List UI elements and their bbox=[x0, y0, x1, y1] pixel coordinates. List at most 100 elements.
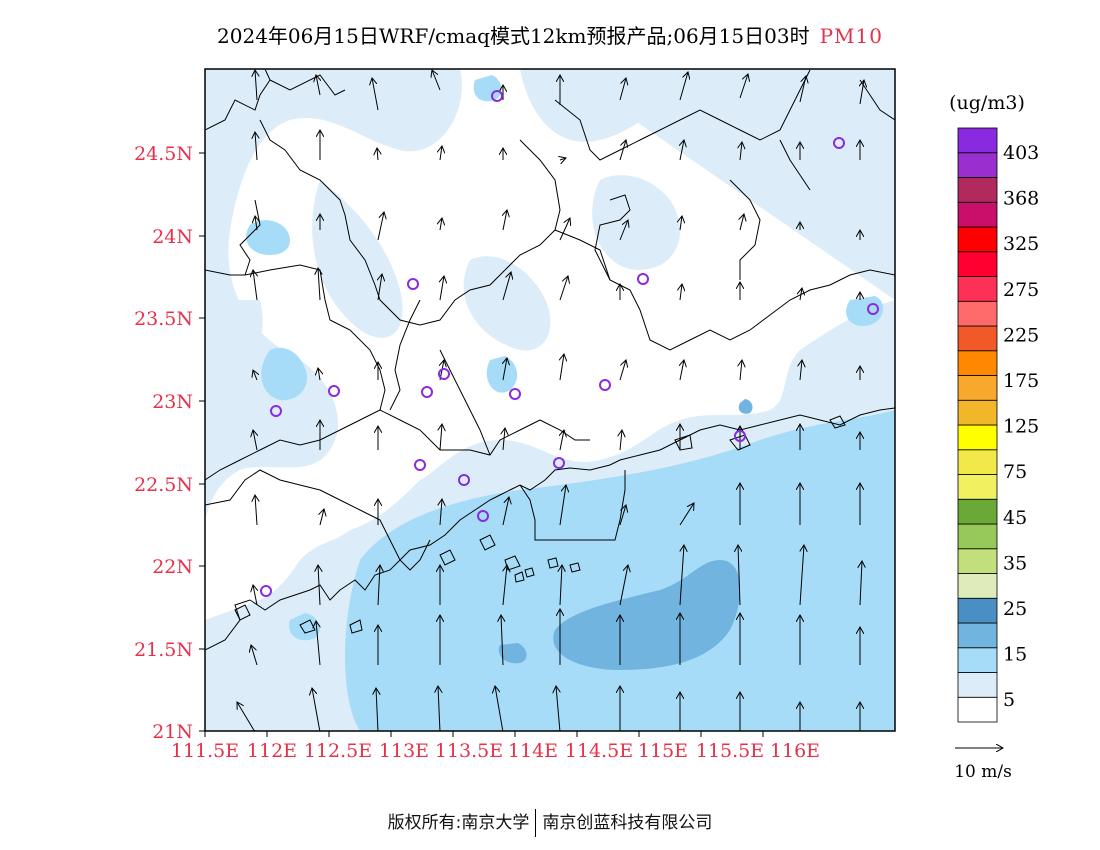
wind-arrow bbox=[619, 505, 626, 526]
legend-swatch bbox=[957, 548, 998, 574]
wind-arrow bbox=[316, 621, 320, 666]
wind-arrow bbox=[679, 545, 684, 606]
wind-arrow bbox=[502, 497, 509, 526]
wind-arrow bbox=[237, 702, 255, 731]
legend-swatch bbox=[957, 127, 998, 154]
lon-tick-label: 111.5E bbox=[171, 740, 239, 762]
wind-arrow bbox=[740, 214, 744, 231]
station-marker bbox=[414, 459, 426, 471]
wind-arrow bbox=[619, 565, 628, 606]
legend-swatch bbox=[957, 226, 998, 253]
map-title: 2024年06月15日WRF/cmaq模式12km预报产品;06月15日03时 P… bbox=[0, 20, 1100, 49]
wind-arrow bbox=[372, 78, 379, 111]
concentration-field bbox=[205, 69, 895, 731]
station-marker bbox=[260, 585, 272, 597]
lon-tick-label: 113E bbox=[379, 740, 429, 762]
wind-arrow bbox=[378, 565, 380, 606]
legend-unit: (ug/m3) bbox=[949, 92, 1025, 114]
wind-arrow bbox=[739, 74, 748, 99]
wind-arrow bbox=[680, 360, 684, 381]
copyright-footer: 版权所有:南京大学 南京创蓝科技有限公司 bbox=[0, 808, 1100, 837]
lon-tick-label: 115.5E bbox=[696, 740, 764, 762]
wind-arrow bbox=[619, 360, 626, 381]
wind-arrow bbox=[799, 76, 806, 103]
station-marker bbox=[637, 273, 649, 285]
wind-arrow bbox=[560, 430, 564, 451]
wind-arrow bbox=[619, 78, 626, 101]
lon-tick-label: 113.5E bbox=[435, 740, 503, 762]
station-marker bbox=[491, 90, 503, 102]
wind-arrow bbox=[320, 509, 324, 526]
legend-label: 275 bbox=[1003, 279, 1039, 301]
legend-label: 35 bbox=[1003, 552, 1027, 574]
legend-swatch bbox=[957, 474, 998, 500]
legend-swatch bbox=[957, 375, 998, 401]
wind-arrow bbox=[680, 284, 682, 301]
lat-tick-label: 24N bbox=[152, 226, 193, 248]
legend-label: 75 bbox=[1003, 461, 1027, 483]
lon-tick-label: 114E bbox=[508, 740, 558, 762]
wind-arrow bbox=[318, 565, 320, 606]
wind-arrow bbox=[740, 360, 742, 381]
wind-arrow bbox=[377, 148, 378, 161]
legend-swatch bbox=[957, 498, 998, 525]
wind-arrow bbox=[619, 220, 628, 241]
legend-label: 45 bbox=[1003, 507, 1027, 529]
longitude-axis: 111.5E 112E 112.5E 113E 113.5E 114E 114.5E 115E… bbox=[171, 731, 820, 762]
title-main: 2024年06月15日WRF/cmaq模式12km预报产品;06月15日03时 bbox=[217, 24, 810, 48]
wind-arrow bbox=[738, 545, 740, 606]
wind-arrow bbox=[255, 495, 257, 526]
legend-label: 15 bbox=[1003, 644, 1027, 666]
legend-label: 225 bbox=[1003, 324, 1039, 346]
wind-reference-label: 10 m/s bbox=[954, 762, 1012, 782]
station-marker bbox=[509, 388, 521, 400]
wind-arrow bbox=[559, 276, 568, 301]
legend-label: 5 bbox=[1003, 689, 1015, 711]
legend-label: 325 bbox=[1003, 233, 1039, 255]
legend-swatch bbox=[957, 573, 998, 599]
wind-arrow bbox=[740, 142, 742, 161]
legend-swatch bbox=[957, 696, 998, 723]
wind-arrow bbox=[619, 140, 626, 161]
legend-swatch bbox=[957, 325, 998, 352]
legend-swatch bbox=[957, 276, 998, 302]
legend-label: 125 bbox=[1003, 416, 1039, 438]
wind-arrow bbox=[255, 132, 257, 161]
lat-tick-label: 22.5N bbox=[134, 474, 193, 496]
legend-swatch bbox=[957, 251, 998, 277]
wind-arrow bbox=[559, 218, 570, 241]
station-marker bbox=[421, 386, 433, 398]
monitoring-stations bbox=[260, 90, 879, 597]
wind-arrow bbox=[860, 561, 862, 606]
legend-swatch bbox=[957, 300, 998, 327]
wind-arrow bbox=[800, 360, 802, 381]
legend-label: 25 bbox=[1003, 598, 1027, 620]
legend-swatch bbox=[957, 424, 998, 451]
legend-swatch bbox=[957, 449, 998, 475]
wind-arrow bbox=[440, 276, 444, 301]
legend-swatch bbox=[957, 597, 998, 624]
footer-separator bbox=[535, 809, 537, 837]
wind-arrow bbox=[503, 428, 505, 451]
wind-arrow bbox=[680, 216, 682, 231]
color-legend bbox=[957, 127, 998, 723]
station-marker bbox=[458, 474, 470, 486]
wind-arrow bbox=[432, 70, 441, 91]
station-marker bbox=[553, 457, 565, 469]
latitude-axis: 24.5N 24N 23.5N 23N 22.5N 22N 21.5N 21N bbox=[134, 143, 205, 743]
legend-swatch bbox=[957, 672, 998, 698]
legend-swatch bbox=[957, 201, 998, 228]
station-marker bbox=[734, 430, 746, 442]
station-marker bbox=[599, 379, 611, 391]
legend-label: 403 bbox=[1003, 142, 1039, 164]
legend-label: 368 bbox=[1003, 188, 1039, 210]
wind-arrow bbox=[680, 140, 684, 161]
station-marker bbox=[477, 510, 489, 522]
lon-tick-label: 112.5E bbox=[304, 740, 372, 762]
wind-reference: 10 m/s bbox=[954, 748, 1012, 782]
legend-label: 175 bbox=[1003, 370, 1039, 392]
lon-tick-label: 116E bbox=[770, 740, 820, 762]
legend-swatch bbox=[957, 177, 998, 203]
wind-vectors bbox=[237, 70, 864, 731]
